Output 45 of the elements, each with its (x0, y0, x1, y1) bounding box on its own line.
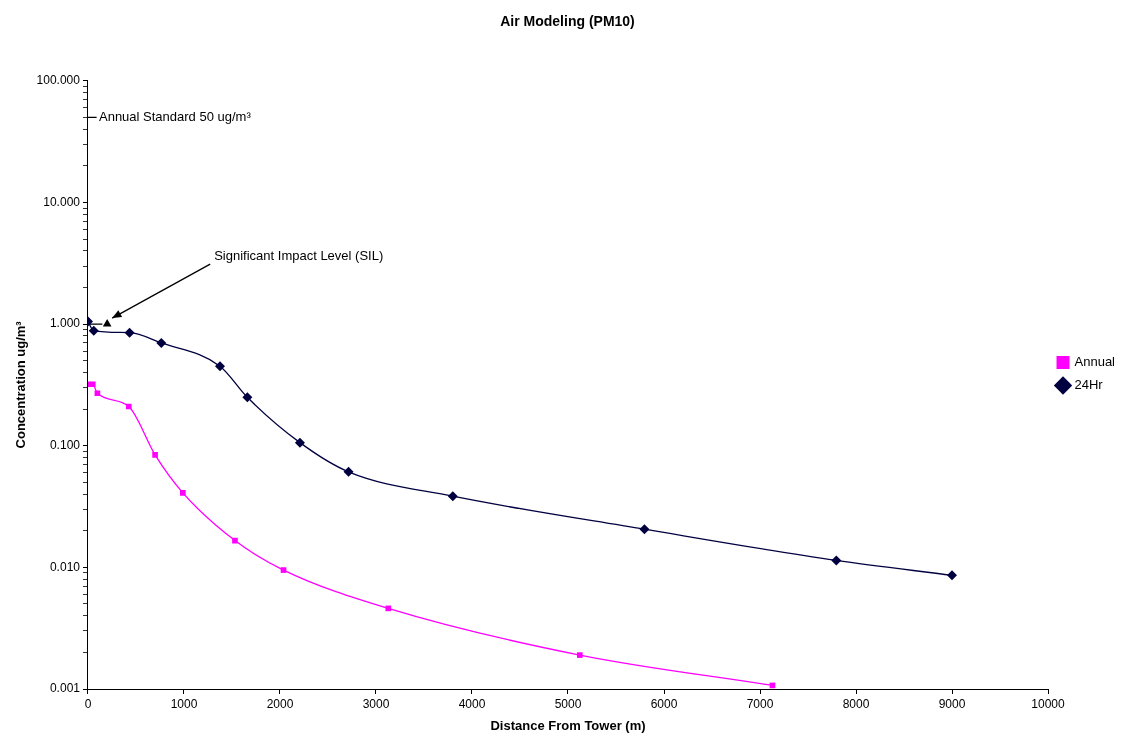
x-tick-label: 8000 (842, 696, 870, 711)
x-tick-label: 0 (84, 696, 92, 711)
x-tick-label: 4000 (458, 696, 486, 711)
point (152, 452, 158, 458)
point (947, 570, 958, 581)
point (180, 489, 186, 496)
point (124, 327, 135, 338)
point (831, 555, 842, 566)
y-tick-label: 0.010 (49, 559, 81, 574)
point (94, 390, 101, 397)
point (88, 325, 99, 336)
chart-title: Air Modeling (PM10) (500, 13, 635, 30)
x-tick-label: 1000 (170, 696, 198, 711)
point (102, 319, 112, 327)
annotation: Annual Standard 50 ug/m³ (98, 109, 252, 124)
annotation: Significant Impact Level (SIL) (214, 247, 384, 263)
point (214, 361, 225, 372)
legend-label: 24Hr (1074, 377, 1104, 393)
point (89, 381, 96, 388)
x-tick-label: 2000 (266, 696, 294, 711)
point (280, 567, 287, 573)
point (576, 652, 583, 658)
x-axis-title: Distance From Tower (m) (490, 717, 646, 733)
y-tick-label: 0.100 (49, 438, 81, 453)
point (242, 392, 253, 403)
point (447, 491, 458, 502)
point (125, 403, 132, 410)
x-tick-label: 10000 (1031, 696, 1066, 711)
legend-label: Annual (1074, 354, 1116, 370)
y-axis-title: Concentration ug/m³ (13, 320, 29, 449)
x-tick-label: 5000 (554, 696, 582, 711)
y-tick-label: 1.000 (49, 316, 81, 331)
x-tick-label: 9000 (938, 696, 966, 711)
y-tick-label: 100.000 (36, 73, 81, 88)
point (232, 537, 238, 544)
point (156, 337, 167, 348)
point (385, 605, 392, 612)
x-tick-label: 3000 (362, 696, 390, 711)
y-tick-label: 0.001 (49, 681, 81, 696)
point (639, 524, 650, 535)
point (294, 437, 305, 448)
x-tick-label: 6000 (650, 696, 678, 711)
point (343, 466, 354, 477)
y-tick-label: 10.000 (43, 194, 81, 209)
x-tick-label: 7000 (746, 696, 774, 711)
